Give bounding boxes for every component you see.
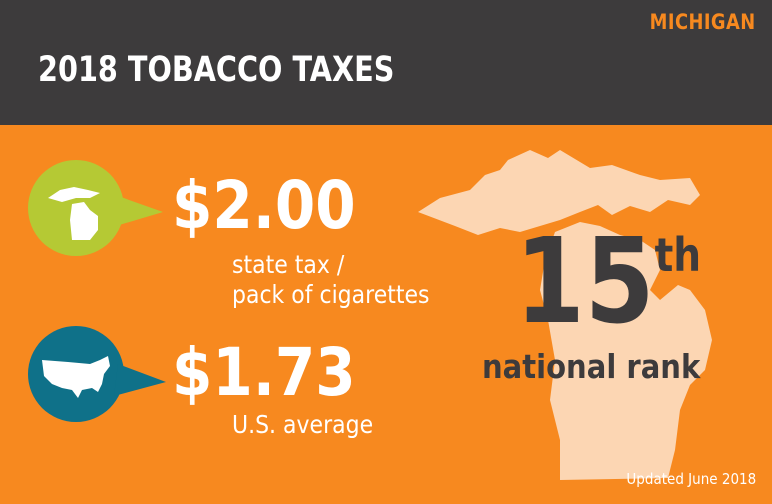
rank-number: 15th <box>515 222 701 340</box>
updated-date: Updated June 2018 <box>626 470 756 488</box>
rank-label: national rank <box>482 347 701 386</box>
us-average-label: U.S. average <box>232 410 374 439</box>
rank-value: 15 <box>515 212 655 350</box>
michigan-outline-icon <box>48 187 100 240</box>
page-title: 2018 TOBACCO TAXES <box>38 50 395 90</box>
state-tax-label-line2: pack of cigarettes <box>232 280 430 309</box>
state-tax-bubble <box>28 160 163 256</box>
usa-outline-icon <box>42 356 110 398</box>
us-average-value: $1.73 <box>172 334 356 411</box>
state-tax-value: $2.00 <box>172 167 356 244</box>
state-tax-label-line1: state tax / <box>232 250 345 279</box>
header-bar: MICHIGAN 2018 TOBACCO TAXES <box>0 0 772 125</box>
rank-suffix: th <box>654 228 702 282</box>
us-average-bubble <box>28 326 166 422</box>
state-name: MICHIGAN <box>650 10 756 34</box>
